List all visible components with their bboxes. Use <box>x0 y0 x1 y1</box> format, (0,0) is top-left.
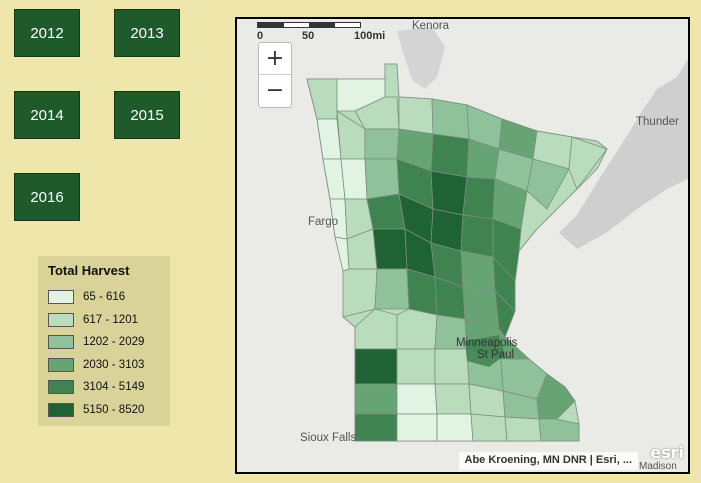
county-polygon[interactable] <box>354 413 398 442</box>
map-canvas[interactable] <box>237 19 688 472</box>
legend-label: 5150 - 8520 <box>83 403 145 416</box>
legend-row: 1202 - 2029 <box>48 331 160 354</box>
county-polygon[interactable] <box>430 133 470 178</box>
county-polygon[interactable] <box>434 383 472 415</box>
county-polygon[interactable] <box>526 158 570 210</box>
legend-label: 3104 - 5149 <box>83 381 145 394</box>
zoom-out-button[interactable]: − <box>265 78 285 103</box>
county-polygon[interactable] <box>538 418 580 442</box>
county-polygon[interactable] <box>460 250 496 292</box>
legend-label: 1202 - 2029 <box>83 336 145 349</box>
scale-label-mid: 50 <box>302 30 315 42</box>
esri-logo[interactable]: esri <box>650 443 684 462</box>
county-polygon[interactable] <box>372 228 408 270</box>
year-button-2012[interactable]: 2012 <box>14 9 80 57</box>
harvest-legend: Total Harvest 65 - 616 617 - 1201 1202 - 2… <box>38 256 170 426</box>
county-polygon[interactable] <box>431 98 470 140</box>
county-polygon[interactable] <box>504 416 542 442</box>
place-thunder: Thunder <box>636 116 679 128</box>
county-polygon[interactable] <box>568 136 608 190</box>
lake-superior <box>559 59 688 249</box>
county-polygon[interactable] <box>434 348 470 385</box>
harvest-map[interactable]: + − 0 50 100mi Kenora Thunder Fargo Minn… <box>235 17 690 474</box>
legend-row: 2030 - 3103 <box>48 354 160 377</box>
lake-of-the-woods <box>397 27 445 89</box>
county-polygon[interactable] <box>354 383 398 415</box>
county-polygon[interactable] <box>396 348 436 385</box>
county-polygon[interactable] <box>396 383 438 415</box>
place-madison: Madison <box>639 461 677 472</box>
county-polygon[interactable] <box>342 268 378 318</box>
county-polygon[interactable] <box>340 158 368 200</box>
legend-swatch <box>48 402 74 417</box>
legend-row: 3104 - 5149 <box>48 376 160 399</box>
place-sioux-falls: Sioux Falls <box>300 432 357 444</box>
county-polygon[interactable] <box>364 128 400 160</box>
county-polygon[interactable] <box>396 308 438 350</box>
county-polygon[interactable] <box>436 413 474 442</box>
map-attribution[interactable]: Abe Kroening, MN DNR | Esri, ... <box>458 452 638 470</box>
county-polygon[interactable] <box>406 268 438 316</box>
county-polygon[interactable] <box>374 268 410 310</box>
scale-bar: 0 50 100mi <box>257 22 387 46</box>
zoom-in-button[interactable]: + <box>259 43 291 75</box>
legend-title: Total Harvest <box>48 263 130 278</box>
county-polygon[interactable] <box>470 413 508 442</box>
year-button-2015[interactable]: 2015 <box>114 91 180 139</box>
legend-label: 617 - 1201 <box>83 313 138 326</box>
legend-row: 65 - 616 <box>48 286 160 309</box>
county-polygon[interactable] <box>398 96 434 135</box>
county-layer <box>306 78 608 442</box>
legend-row: 5150 - 8520 <box>48 399 160 422</box>
county-polygon[interactable] <box>354 348 398 385</box>
county-polygon[interactable] <box>366 193 406 230</box>
county-polygon[interactable] <box>364 158 400 200</box>
place-kenora: Kenora <box>412 20 450 32</box>
county-polygon[interactable] <box>462 176 496 220</box>
scale-bar-graphic <box>257 22 361 28</box>
legend-swatch <box>48 357 74 372</box>
legend-row: 617 - 1201 <box>48 309 160 332</box>
zoom-control: + − <box>258 42 292 108</box>
place-fargo: Fargo <box>308 216 339 228</box>
place-minneapolis: Minneapolis <box>456 337 518 349</box>
scale-label-end: 100mi <box>354 30 386 42</box>
county-polygon[interactable] <box>316 118 342 160</box>
county-polygon[interactable] <box>396 413 438 442</box>
legend-swatch <box>48 312 74 327</box>
year-button-2016[interactable]: 2016 <box>14 173 80 221</box>
legend-label: 65 - 616 <box>83 291 126 304</box>
county-polygon[interactable] <box>354 96 400 130</box>
county-polygon[interactable] <box>460 214 494 258</box>
county-polygon[interactable] <box>492 218 522 282</box>
legend-swatch <box>48 290 74 305</box>
legend-label: 2030 - 3103 <box>83 358 145 371</box>
twin-cities-urban <box>465 335 505 367</box>
legend-swatch <box>48 335 74 350</box>
year-button-2013[interactable]: 2013 <box>114 9 180 57</box>
legend-swatch <box>48 380 74 395</box>
county-polygon[interactable] <box>430 170 468 216</box>
year-button-2014[interactable]: 2014 <box>14 91 80 139</box>
place-st-paul: St Paul <box>477 349 515 361</box>
scale-label-zero: 0 <box>257 30 264 42</box>
